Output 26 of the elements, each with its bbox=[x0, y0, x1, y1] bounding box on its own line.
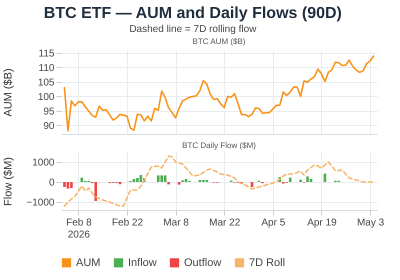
y-tick-label: 115 bbox=[38, 48, 55, 60]
legend-label: Inflow bbox=[128, 256, 157, 269]
x-tick-label: Apr 19 bbox=[307, 218, 338, 228]
y-tick-label: 95 bbox=[43, 106, 55, 118]
legend-label: 7D Roll bbox=[249, 256, 286, 269]
x-tick-label: Feb 8 2026 bbox=[66, 218, 92, 240]
legend-label: Outflow bbox=[184, 256, 222, 269]
y-axis-title: AUM ($B) bbox=[2, 68, 14, 117]
legend-label: AUM bbox=[76, 256, 100, 269]
chart-subtitle: Dashed line = 7D rolling flow bbox=[129, 24, 258, 35]
y-tick-label: 100 bbox=[38, 92, 55, 103]
chart-title: BTC Daily Flow ($M) bbox=[182, 141, 256, 150]
x-tick-label: May 3 bbox=[356, 218, 385, 228]
y-tick-label: 105 bbox=[38, 77, 55, 88]
x-tick-label: Feb 22 bbox=[112, 218, 144, 228]
y-tick-label: 90 bbox=[43, 120, 55, 132]
y-tick-label: 1000 bbox=[32, 158, 55, 168]
y-tick-label: 0 bbox=[48, 178, 55, 188]
x-tick-label: Mar 8 bbox=[163, 218, 190, 228]
y-tick-label: 110 bbox=[38, 62, 55, 74]
x-tick-label: Apr 5 bbox=[261, 218, 286, 228]
chart-title: BTC ETF — AUM and Daily Flows (90D) bbox=[44, 4, 342, 22]
text: BTC AUM ($B) bbox=[192, 36, 246, 46]
y-tick-label: −1000 bbox=[26, 198, 55, 208]
x-tick-label: Mar 22 bbox=[209, 218, 241, 228]
y-axis-title: Flow ($M) bbox=[2, 157, 14, 206]
